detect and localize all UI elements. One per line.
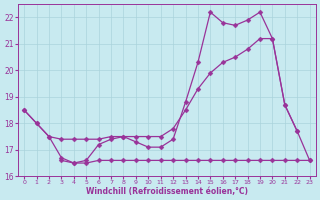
X-axis label: Windchill (Refroidissement éolien,°C): Windchill (Refroidissement éolien,°C) bbox=[86, 187, 248, 196]
